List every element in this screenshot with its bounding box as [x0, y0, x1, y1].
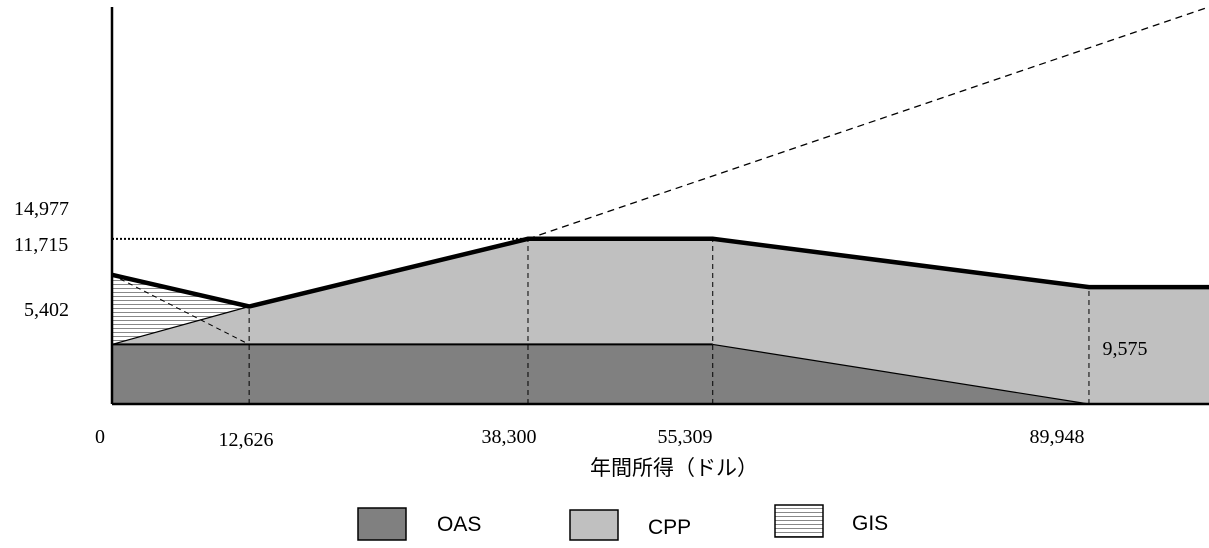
- x-tick-labels: 0 12,626 38,300 55,309 89,948: [95, 426, 1085, 451]
- legend-swatch-gis: [774, 504, 824, 538]
- legend-item-oas: OAS: [357, 507, 481, 541]
- annotation-9575: 9,575: [1103, 338, 1148, 360]
- plot-area: [110, 6, 1209, 406]
- legend-item-gis: GIS: [774, 504, 888, 538]
- total-benefit-line: [111, 236, 1209, 309]
- oas-slope-line: [712, 343, 1090, 405]
- oas-area: [112, 344, 1209, 404]
- y-tick-label: 11,715: [14, 234, 68, 256]
- legend-swatch-oas: [357, 507, 407, 541]
- legend-item-cpp: CPP: [569, 509, 691, 541]
- legend-label-gis: GIS: [852, 512, 888, 535]
- x-tick-label: 89,948: [1030, 426, 1085, 448]
- x-tick-label: 0: [95, 426, 105, 448]
- legend-label-oas: OAS: [437, 513, 481, 536]
- x-tick-label: 55,309: [658, 426, 713, 448]
- x-axis-title: 年間所得（ドル）: [590, 456, 758, 480]
- extension-dashed-line: [527, 6, 1209, 240]
- x-tick-label: 38,300: [482, 426, 537, 448]
- y-tick-label: 14,977: [14, 198, 69, 220]
- legend-label-cpp: CPP: [648, 516, 691, 539]
- gis-lower-line: [111, 305, 250, 346]
- y-tick-label: 5,402: [24, 299, 69, 321]
- legend: OAS CPP GIS: [357, 504, 888, 541]
- y-tick-labels: 14,977 11,715 5,402: [14, 198, 69, 321]
- x-tick-label: 12,626: [219, 429, 274, 451]
- gis-diagonal-line: [111, 274, 250, 345]
- legend-swatch-cpp: [569, 509, 619, 541]
